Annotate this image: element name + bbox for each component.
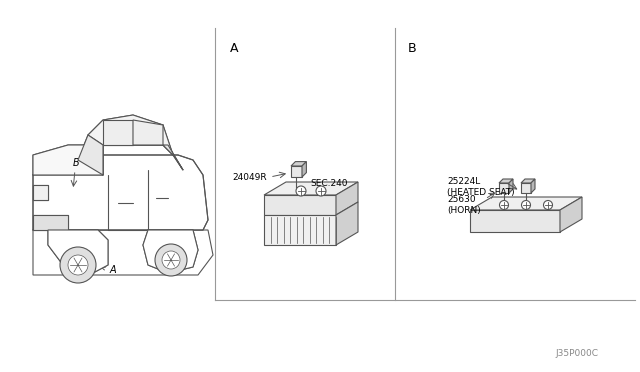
Polygon shape <box>531 179 535 193</box>
Polygon shape <box>470 210 560 232</box>
Polygon shape <box>133 120 163 145</box>
Circle shape <box>543 201 552 209</box>
Text: 24049R: 24049R <box>232 173 267 182</box>
Text: B: B <box>73 158 80 168</box>
Text: SEC.240: SEC.240 <box>310 179 348 187</box>
Polygon shape <box>78 135 103 175</box>
Circle shape <box>155 244 187 276</box>
Polygon shape <box>264 182 358 195</box>
Circle shape <box>162 251 180 269</box>
Polygon shape <box>264 195 336 215</box>
Circle shape <box>522 201 531 209</box>
Polygon shape <box>33 185 48 200</box>
Polygon shape <box>33 230 213 275</box>
Polygon shape <box>33 215 68 230</box>
Polygon shape <box>521 179 535 183</box>
Polygon shape <box>163 145 183 170</box>
Text: B: B <box>408 42 417 55</box>
Text: (HORN): (HORN) <box>447 205 481 215</box>
Polygon shape <box>264 215 336 245</box>
Polygon shape <box>88 115 173 155</box>
Text: 25224L: 25224L <box>447 177 480 186</box>
Circle shape <box>499 201 509 209</box>
Circle shape <box>68 255 88 275</box>
Polygon shape <box>336 182 358 215</box>
Polygon shape <box>302 161 307 177</box>
Circle shape <box>316 186 326 196</box>
Polygon shape <box>470 197 582 210</box>
Polygon shape <box>560 197 582 232</box>
Polygon shape <box>143 230 198 273</box>
Polygon shape <box>33 155 208 230</box>
Polygon shape <box>33 145 103 175</box>
Text: 25630: 25630 <box>447 195 476 203</box>
Circle shape <box>60 247 96 283</box>
Text: (HEATED SEAT): (HEATED SEAT) <box>447 189 515 198</box>
Circle shape <box>296 186 306 196</box>
Polygon shape <box>48 230 108 273</box>
Text: J35P000C: J35P000C <box>555 349 598 358</box>
Text: A: A <box>110 265 116 275</box>
Polygon shape <box>509 179 513 193</box>
Bar <box>291 166 302 177</box>
Polygon shape <box>336 202 358 245</box>
Polygon shape <box>291 161 307 166</box>
Bar <box>499 183 509 193</box>
Bar <box>521 183 531 193</box>
Text: A: A <box>230 42 239 55</box>
Polygon shape <box>103 120 133 145</box>
Polygon shape <box>499 179 513 183</box>
